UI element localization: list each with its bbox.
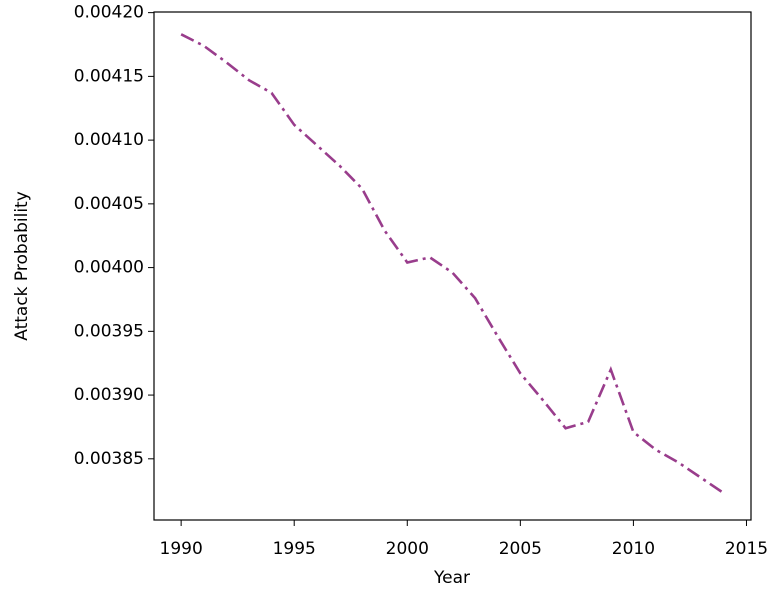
x-tick-label: 2005 xyxy=(499,539,542,559)
x-tick-label: 2015 xyxy=(725,539,768,559)
y-tick-label: 0.00390 xyxy=(74,385,144,405)
x-tick-label: 1995 xyxy=(273,539,316,559)
y-tick-label: 0.00410 xyxy=(74,130,144,150)
y-axis-label: Attack Probability xyxy=(12,191,32,341)
y-tick-label: 0.00395 xyxy=(74,321,144,341)
y-tick-label: 0.00385 xyxy=(74,449,144,469)
data-line xyxy=(180,33,725,495)
x-axis-label: Year xyxy=(433,568,470,588)
y-tick-label: 0.00405 xyxy=(74,194,144,214)
y-tick-label: 0.00415 xyxy=(74,66,144,86)
y-tick-label: 0.00420 xyxy=(74,3,144,23)
plot-frame xyxy=(153,11,752,521)
x-tick-label: 2010 xyxy=(612,539,655,559)
x-tick-label: 1990 xyxy=(160,539,203,559)
x-tick-label: 2000 xyxy=(386,539,429,559)
y-tick-label: 0.00400 xyxy=(74,258,144,278)
